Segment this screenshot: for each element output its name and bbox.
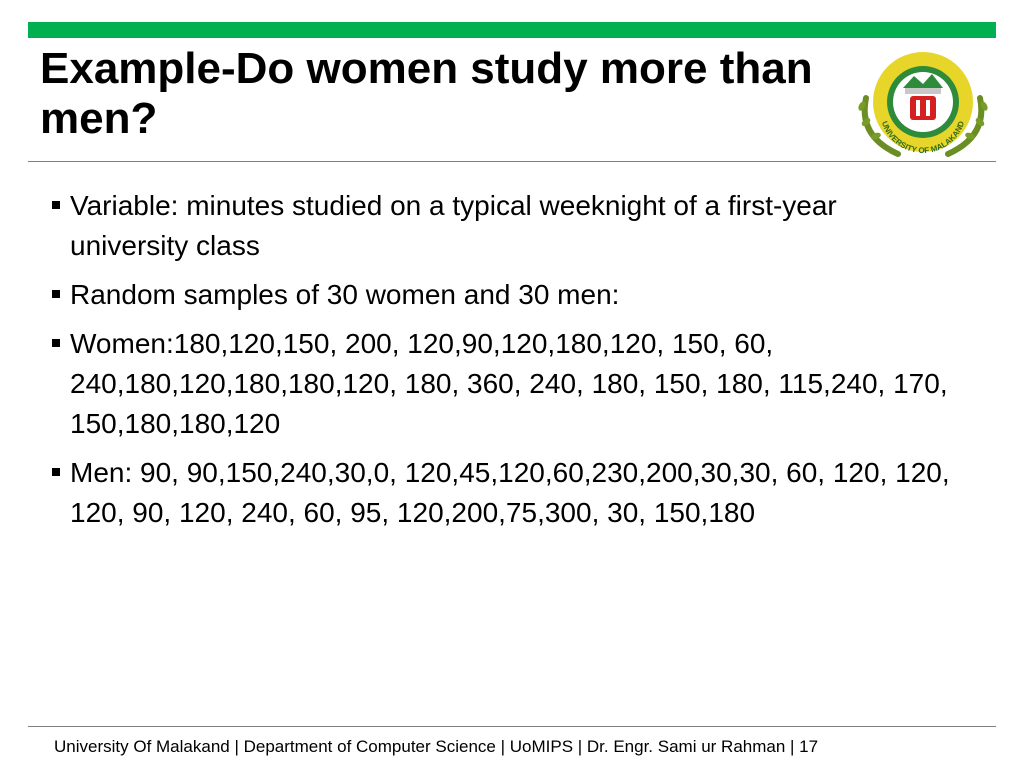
slide-footer: University Of Malakand | Department of C… [54, 737, 819, 756]
bullet-text: Variable: minutes studied on a typical w… [70, 190, 837, 261]
footer-divider [28, 726, 996, 727]
bullet-item: Random samples of 30 women and 30 men: [48, 275, 958, 315]
square-bullet-icon [52, 290, 60, 298]
bullet-text: Men: 90, 90,150,240,30,0, 120,45,120,60,… [70, 457, 950, 528]
square-bullet-icon [52, 339, 60, 347]
top-accent-bar [28, 22, 996, 38]
bullet-item: Men: 90, 90,150,240,30,0, 120,45,120,60,… [48, 453, 958, 533]
square-bullet-icon [52, 201, 60, 209]
slide-title: Example-Do women study more than men? [40, 44, 813, 143]
bullet-item: Variable: minutes studied on a typical w… [48, 186, 958, 266]
bullet-text: Random samples of 30 women and 30 men: [70, 279, 620, 310]
bullet-item: Women:180,120,150, 200, 120,90,120,180,1… [48, 324, 958, 444]
bullet-text: Women:180,120,150, 200, 120,90,120,180,1… [70, 328, 948, 439]
title-divider [28, 161, 996, 162]
square-bullet-icon [52, 468, 60, 476]
university-logo: UNIVERSITY OF MALAKAND [858, 52, 988, 157]
bullet-list: Variable: minutes studied on a typical w… [48, 186, 958, 542]
